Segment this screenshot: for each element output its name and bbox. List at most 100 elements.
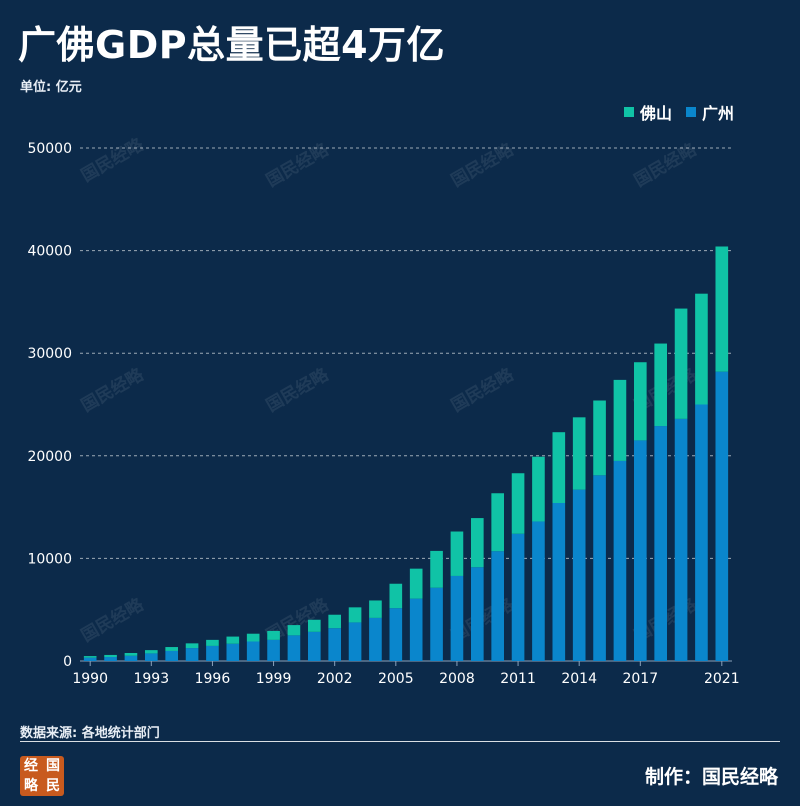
bar-foshan [450,531,464,576]
legend-swatch-guangzhou [685,107,696,117]
bar-foshan [613,379,627,461]
bar-guangzhou [695,404,708,661]
legend: 佛山 广州 [623,100,734,124]
unit-label: 单位: 亿元 [20,80,82,95]
y-tick-label: 10000 [27,551,72,567]
bar-guangzhou [185,648,199,661]
watermark-text: 国民经略 [78,364,148,417]
x-tick-label: 2017 [622,671,658,687]
x-tick-label: 2021 [704,671,740,687]
bar-foshan [470,518,484,568]
bar-guangzhou [328,628,342,661]
bar-foshan [369,600,382,618]
bar-guangzhou [409,598,423,661]
bar-foshan [633,362,647,441]
bar-foshan [593,400,606,476]
bar-foshan [674,308,688,419]
bar-foshan [348,607,362,623]
bar-guangzhou [613,460,627,661]
bar-guangzhou [124,655,138,661]
y-tick-label: 30000 [27,346,72,362]
bar-foshan [572,417,586,490]
bar-foshan [654,343,668,427]
legend-label-guangzhou: 广州 [701,104,734,123]
bar-guangzhou [491,551,505,661]
legend-item-foshan: 佛山 [623,100,672,124]
x-tick-label: 2011 [500,671,536,687]
bar-guangzhou [83,657,97,661]
bar-foshan [430,550,443,588]
bar-foshan [206,639,219,646]
bar-guangzhou [267,639,280,661]
x-tick-label: 1990 [72,671,108,687]
bar-foshan [83,656,97,658]
bar-guangzhou [552,502,566,661]
credit: 制作：国民经略 [644,766,778,788]
legend-item-guangzhou: 广州 [685,100,734,124]
x-tick-label: 1993 [133,671,169,687]
bar-foshan [695,293,708,405]
watermark-text: 国民经略 [448,139,518,192]
bar-foshan [226,636,240,644]
x-tick-label: 2014 [561,671,597,687]
bar-guangzhou [348,622,362,661]
bar-guangzhou [246,641,260,661]
bar-foshan [144,650,158,654]
y-tick-label: 50000 [27,141,72,157]
y-axis-ticks: 0 10000 20000 30000 40000 50000 [27,141,72,670]
bar-guangzhou [593,475,606,661]
y-tick-label: 40000 [27,244,72,260]
bar-foshan [124,652,138,656]
watermark-text: 国民经略 [448,364,518,417]
bar-foshan [287,625,301,636]
x-tick-label: 2002 [317,671,353,687]
bar-guangzhou [206,645,219,661]
bar-foshan [389,583,403,609]
bar-guangzhou [307,631,321,661]
bar-foshan [104,654,117,657]
watermark-text: 国民经略 [631,139,701,192]
bar-guangzhou [144,653,158,661]
bar-foshan [165,647,179,651]
logo-char: 国 [46,758,60,774]
x-tick-label: 1996 [195,671,231,687]
bar-guangzhou [470,567,484,661]
bar-foshan [552,432,566,503]
bar-foshan [328,614,342,629]
bar-foshan [307,619,321,632]
y-tick-label: 20000 [27,449,72,465]
watermark-text: 国民经略 [263,364,333,417]
bar-foshan [267,630,280,640]
bar-foshan [511,473,525,534]
watermark-text: 国民经略 [78,594,148,647]
bar-guangzhou [511,533,525,661]
logo-char: 经 [24,758,38,774]
x-tick-label: 1999 [256,671,292,687]
brand-logo: 经 国 略 民 [20,756,64,796]
logo-char: 略 [24,778,38,794]
bar-foshan [491,493,505,552]
bar-guangzhou [430,587,443,661]
bar-guangzhou [165,650,179,661]
x-axis-ticks: 1990 1993 1996 1999 2002 2005 2008 2011 2014 2017… [72,661,740,687]
legend-label-foshan: 佛山 [639,104,672,123]
bar-guangzhou [369,617,382,661]
bar-foshan [715,246,729,372]
bar-guangzhou [674,418,688,661]
bar-guangzhou [633,440,647,661]
bar-foshan [532,456,545,522]
bar-guangzhou [715,371,729,661]
bar-foshan [409,568,423,599]
watermarks: 国民经略国民经略国民经略国民经略国民经略国民经略国民经略国民经略国民经略国民经略… [78,134,701,647]
x-tick-label: 2005 [378,671,414,687]
bar-guangzhou [572,489,586,661]
legend-swatch-foshan [623,107,634,117]
bar-foshan [185,643,199,649]
y-tick-label: 0 [63,654,72,670]
data-source: 数据来源: 各地统计部门 [20,726,160,741]
bar-guangzhou [287,635,301,661]
x-tick-label: 2008 [439,671,475,687]
bar-chart: 国民经略国民经略国民经略国民经略国民经略国民经略国民经略国民经略国民经略国民经略… [27,134,740,687]
bar-guangzhou [389,608,403,661]
watermark-text: 国民经略 [78,134,148,187]
